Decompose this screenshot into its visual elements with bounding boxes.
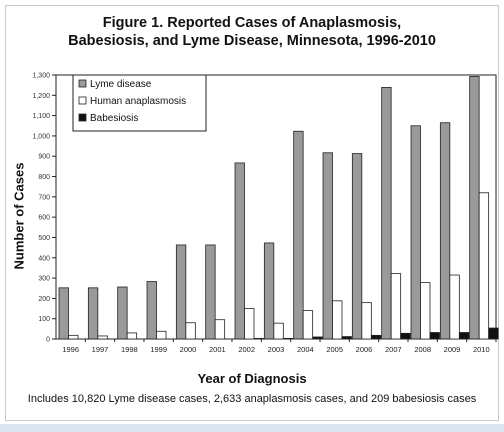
x-tick-label: 2005 (326, 345, 343, 354)
bar-lyme-disease (175, 244, 187, 340)
bar-human-anaplasmosis (126, 332, 138, 340)
legend-label: Babesiosis (90, 113, 138, 124)
y-tick-label: 800 (38, 174, 50, 181)
bar-human-anaplasmosis (185, 322, 196, 340)
bar-babesiosis (253, 337, 264, 340)
y-tick-label: 1,300 (32, 73, 50, 80)
bar-human-anaplasmosis (390, 273, 402, 340)
bar-babesiosis (400, 332, 411, 340)
bar-lyme-disease (117, 286, 128, 340)
bar-lyme-disease (263, 242, 275, 340)
bar-babesiosis (488, 327, 499, 340)
bar-lyme-disease (351, 153, 363, 340)
bar-human-anaplasmosis (478, 192, 490, 340)
bar-lyme-disease (439, 122, 451, 340)
bar-lyme-disease (146, 281, 157, 340)
y-tick-label: 1,200 (32, 93, 50, 100)
bar-lyme-disease (293, 130, 304, 340)
y-tick-label: 900 (38, 154, 50, 161)
bar-human-anaplasmosis (68, 334, 79, 340)
y-tick-label: 200 (38, 296, 50, 303)
y-tick-label: 700 (38, 194, 50, 201)
x-tick-label: 2007 (385, 345, 402, 354)
bar-human-anaplasmosis (361, 302, 372, 340)
x-tick-label: 1999 (150, 345, 167, 354)
legend-swatch-human-anaplasmosis (78, 96, 87, 105)
x-tick-label: 1998 (121, 345, 138, 354)
bar-human-anaplasmosis (156, 330, 167, 340)
bar-human-anaplasmosis (420, 282, 431, 340)
y-tick-label: 300 (38, 276, 50, 283)
x-tick-label: 2004 (297, 345, 314, 354)
bar-babesiosis (282, 337, 294, 340)
bar-human-anaplasmosis (97, 335, 108, 340)
bar-lyme-disease (322, 152, 333, 340)
bar-babesiosis (312, 336, 323, 340)
y-tick-label: 1,100 (32, 113, 50, 120)
bar-babesiosis (458, 332, 470, 340)
y-tick-label: 400 (38, 255, 50, 262)
bar-human-anaplasmosis (273, 322, 284, 340)
chart-title: Figure 1. Reported Cases of Anaplasmosis… (0, 14, 504, 50)
legend-swatch-babesiosis (78, 113, 87, 122)
x-tick-label: 2006 (356, 345, 373, 354)
bar-human-anaplasmosis (302, 310, 314, 340)
legend-label: Lyme disease (90, 79, 152, 90)
bar-lyme-disease (205, 244, 216, 340)
bar-babesiosis (341, 336, 352, 340)
x-tick-label: 2010 (473, 345, 490, 354)
x-tick-label: 2000 (180, 345, 197, 354)
y-tick-label: 0 (46, 337, 50, 344)
bar-lyme-disease (58, 287, 69, 340)
bar-lyme-disease (469, 76, 480, 340)
legend-box (72, 74, 207, 132)
chart-title-line-1: Figure 1. Reported Cases of Anaplasmosis… (102, 15, 402, 31)
x-tick-label: 1997 (92, 345, 109, 354)
legend-swatch-lyme-disease (78, 79, 87, 88)
bar-human-anaplasmosis (214, 319, 226, 340)
bottom-strip (0, 424, 504, 432)
y-tick-label: 600 (38, 215, 50, 222)
bar-human-anaplasmosis (332, 300, 343, 340)
x-tick-label: 2008 (414, 345, 431, 354)
x-tick-label: 2003 (268, 345, 285, 354)
x-axis-label: Year of Diagnosis (197, 371, 307, 386)
bar-babesiosis (370, 334, 382, 340)
x-tick-label: 1996 (62, 345, 79, 354)
y-tick-label: 1,000 (32, 133, 50, 140)
chart-title-line-2: Babesiosis, and Lyme Disease, Minnesota,… (68, 33, 436, 49)
y-tick-label: 500 (38, 235, 50, 242)
x-tick-label: 2001 (209, 345, 226, 354)
bar-lyme-disease (381, 86, 392, 340)
bar-human-anaplasmosis (244, 308, 255, 340)
bar-lyme-disease (410, 125, 421, 340)
legend-label: Human anaplasmosis (90, 96, 186, 107)
bar-babesiosis (429, 332, 440, 340)
x-tick-label: 2009 (444, 345, 461, 354)
y-tick-label: 100 (38, 316, 50, 323)
bar-human-anaplasmosis (449, 274, 460, 340)
x-tick-label: 2002 (238, 345, 255, 354)
bar-lyme-disease (234, 162, 245, 340)
bar-lyme-disease (87, 287, 99, 340)
chart-footnote: Includes 10,820 Lyme disease cases, 2,63… (27, 393, 477, 405)
